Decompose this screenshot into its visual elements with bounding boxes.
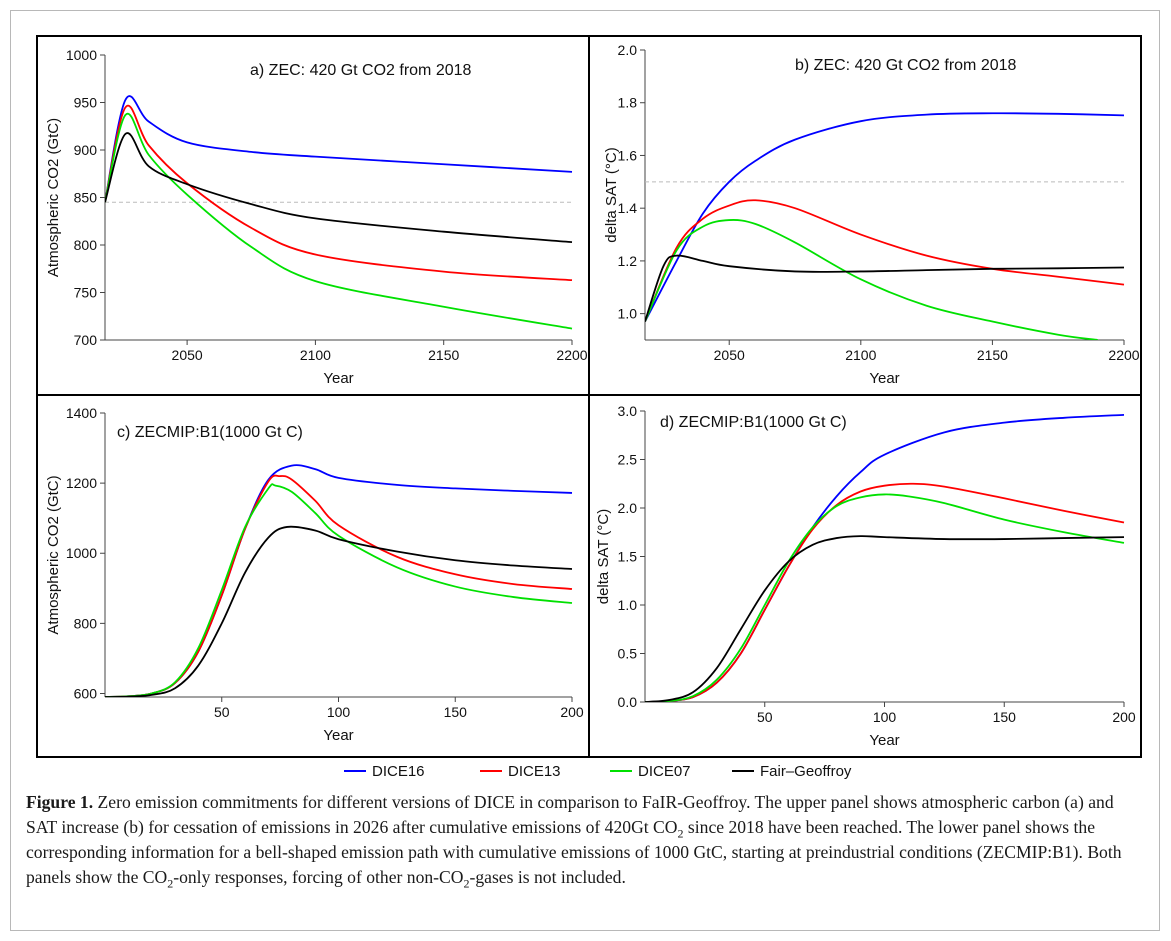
caption-text-2: since 2018 have been reached. The lower … <box>26 817 1122 887</box>
y-tick-label: 2.0 <box>618 42 638 58</box>
y-tick-label: 1000 <box>66 545 97 561</box>
series-line-fair-geoffroy <box>105 132 573 244</box>
y-axis-label: delta SAT (°C) <box>603 147 620 242</box>
y-tick-label: 800 <box>74 237 98 253</box>
panel-title: d) ZECMIP:B1(1000 Gt C) <box>660 414 847 431</box>
panel-a: 700 750 800 850 900 950 1000 2050 2100 2150 2200 a)… <box>45 47 588 387</box>
x-axis-label: Year <box>323 727 353 744</box>
x-tick-label: 2100 <box>845 347 876 363</box>
y-tick-label: 1000 <box>66 47 97 63</box>
series-line-dice07 <box>645 493 1125 702</box>
series-line-dice07 <box>105 483 573 697</box>
legend-label: DICE13 <box>508 763 561 780</box>
y-tick-label: 2.0 <box>618 500 638 516</box>
y-axis-label: Atmospheric CO2 (GtC) <box>45 475 62 634</box>
y-tick-label: 1200 <box>66 475 97 491</box>
y-tick-label: 0.5 <box>618 646 638 662</box>
caption-text-4: -gases is not included. <box>469 867 626 887</box>
caption-text-1: Zero emission commitments for different … <box>26 792 1114 837</box>
x-tick-label: 100 <box>327 704 351 720</box>
x-tick-label: 50 <box>757 709 773 725</box>
series-line-dice07 <box>645 219 1098 340</box>
legend-label: Fair–Geoffroy <box>760 763 852 780</box>
series-line-dice13 <box>105 474 573 697</box>
panel-title: a) ZEC: 420 Gt CO2 from 2018 <box>250 62 472 79</box>
panel-b: 1.0 1.2 1.4 1.6 1.8 2.0 2050 2100 2150 2200 b) ZEC… <box>603 42 1140 387</box>
x-axis-label: Year <box>869 732 899 749</box>
series-line-dice16 <box>105 464 573 697</box>
y-tick-label: 600 <box>74 685 98 701</box>
y-axis-label: Atmospheric CO2 (GtC) <box>45 118 62 277</box>
caption-text-3: -only responses, forcing of other non-CO <box>173 867 464 887</box>
y-axis-label: delta SAT (°C) <box>595 509 612 604</box>
y-tick-label: 3.0 <box>618 403 638 419</box>
figure-caption: Figure 1. Zero emission commitments for … <box>26 790 1146 890</box>
y-tick-label: 800 <box>74 615 98 631</box>
x-tick-label: 2150 <box>428 347 459 363</box>
x-tick-label: 50 <box>214 704 230 720</box>
x-tick-label: 100 <box>873 709 897 725</box>
y-tick-label: 950 <box>74 95 98 111</box>
x-tick-label: 150 <box>444 704 468 720</box>
figure-frame <box>10 10 1160 931</box>
series-line-fair-geoffroy <box>105 525 573 697</box>
y-tick-label: 1.0 <box>618 597 638 613</box>
x-axis-label: Year <box>869 370 899 387</box>
y-tick-label: 1.2 <box>618 253 638 269</box>
y-tick-label: 2.5 <box>618 452 638 468</box>
y-tick-label: 750 <box>74 285 98 301</box>
y-tick-label: 1.6 <box>618 147 638 163</box>
panel-d: 0.0 0.5 1.0 1.5 2.0 2.5 3.0 50 100 150 200 d) ZECMI… <box>595 403 1136 749</box>
y-tick-label: 1.8 <box>618 95 638 111</box>
series-line-fair-geoffroy <box>645 535 1125 702</box>
series-line-dice16 <box>645 413 1125 702</box>
panel-title: b) ZEC: 420 Gt CO2 from 2018 <box>795 57 1017 74</box>
x-tick-label: 150 <box>993 709 1017 725</box>
series-line-dice16 <box>105 95 573 203</box>
panel-c: 600 800 1000 1200 1400 50 100 150 200 c) ZECMIP:B… <box>45 405 584 744</box>
x-axis-label: Year <box>323 370 353 387</box>
caption-sub-3: 2 <box>463 876 470 891</box>
x-tick-label: 200 <box>1112 709 1136 725</box>
y-tick-label: 700 <box>74 332 98 348</box>
legend: DICE16 DICE13 DICE07 Fair–Geoffroy <box>344 763 852 780</box>
y-tick-label: 900 <box>74 142 98 158</box>
series-line-fair-geoffroy <box>645 254 1125 322</box>
x-tick-label: 2200 <box>556 347 587 363</box>
panels-layer: 700 750 800 850 900 950 1000 2050 2100 2150 2200 a)… <box>45 42 1140 749</box>
y-tick-label: 1.5 <box>618 549 638 565</box>
series-line-dice07 <box>105 112 573 330</box>
y-tick-label: 0.0 <box>618 694 638 710</box>
y-tick-label: 1400 <box>66 405 97 421</box>
panel-title: c) ZECMIP:B1(1000 Gt C) <box>117 424 303 441</box>
y-tick-label: 1.4 <box>618 200 638 216</box>
x-tick-label: 2150 <box>977 347 1008 363</box>
caption-sub-2: 2 <box>167 876 174 891</box>
legend-label: DICE07 <box>638 763 691 780</box>
y-tick-label: 850 <box>74 190 98 206</box>
x-tick-label: 2200 <box>1108 347 1139 363</box>
caption-label: Figure 1. <box>26 792 94 812</box>
caption-sub-1: 2 <box>677 826 684 841</box>
x-tick-label: 200 <box>560 704 584 720</box>
series-line-dice13 <box>645 199 1125 322</box>
series-line-dice13 <box>105 104 573 282</box>
x-tick-label: 2100 <box>300 347 331 363</box>
legend-label: DICE16 <box>372 763 425 780</box>
x-tick-label: 2050 <box>172 347 203 363</box>
y-tick-label: 1.0 <box>618 306 638 322</box>
x-tick-label: 2050 <box>714 347 745 363</box>
